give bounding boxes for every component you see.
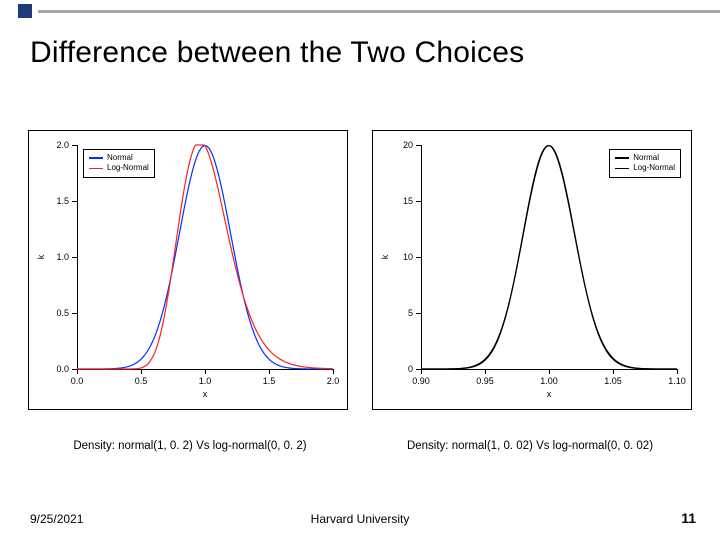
series-normal bbox=[421, 146, 677, 369]
legend-item: Normal bbox=[89, 153, 149, 163]
legend-label: Log-Normal bbox=[107, 163, 149, 173]
chart-left: 0.00.51.01.52.00.00.51.01.52.0xkNormalLo… bbox=[28, 130, 348, 410]
series-normal bbox=[77, 146, 333, 369]
legend-item: Log-Normal bbox=[615, 163, 675, 173]
footer-center: Harvard University bbox=[311, 512, 410, 526]
caption-right: Density: normal(1, 0. 02) Vs log-normal(… bbox=[407, 440, 653, 452]
legend-label: Log-Normal bbox=[633, 163, 675, 173]
series-log-normal bbox=[421, 146, 677, 369]
legend: NormalLog-Normal bbox=[609, 149, 681, 178]
chart-svg bbox=[29, 131, 349, 411]
header-rule bbox=[38, 10, 720, 13]
charts-row: 0.00.51.01.52.00.00.51.01.52.0xkNormalLo… bbox=[28, 130, 692, 410]
slide: Difference between the Two Choices 0.00.… bbox=[0, 0, 720, 540]
legend-swatch bbox=[615, 168, 629, 170]
legend-swatch bbox=[89, 168, 103, 170]
legend-swatch bbox=[89, 157, 103, 159]
legend-item: Normal bbox=[615, 153, 675, 163]
footer-date: 9/25/2021 bbox=[30, 512, 83, 526]
legend: NormalLog-Normal bbox=[83, 149, 155, 178]
legend-label: Normal bbox=[633, 153, 659, 163]
bullet-square-icon bbox=[18, 4, 32, 18]
legend-label: Normal bbox=[107, 153, 133, 163]
footer-page-number: 11 bbox=[681, 510, 696, 526]
caption-left: Density: normal(1, 0. 2) Vs log-normal(0… bbox=[73, 440, 306, 452]
legend-item: Log-Normal bbox=[89, 163, 149, 173]
legend-swatch bbox=[615, 157, 629, 159]
series-log-normal bbox=[77, 145, 333, 369]
top-bar bbox=[0, 0, 720, 24]
slide-title: Difference between the Two Choices bbox=[30, 36, 524, 70]
chart-right: 0.900.951.001.051.1005101520xkNormalLog-… bbox=[372, 130, 692, 410]
